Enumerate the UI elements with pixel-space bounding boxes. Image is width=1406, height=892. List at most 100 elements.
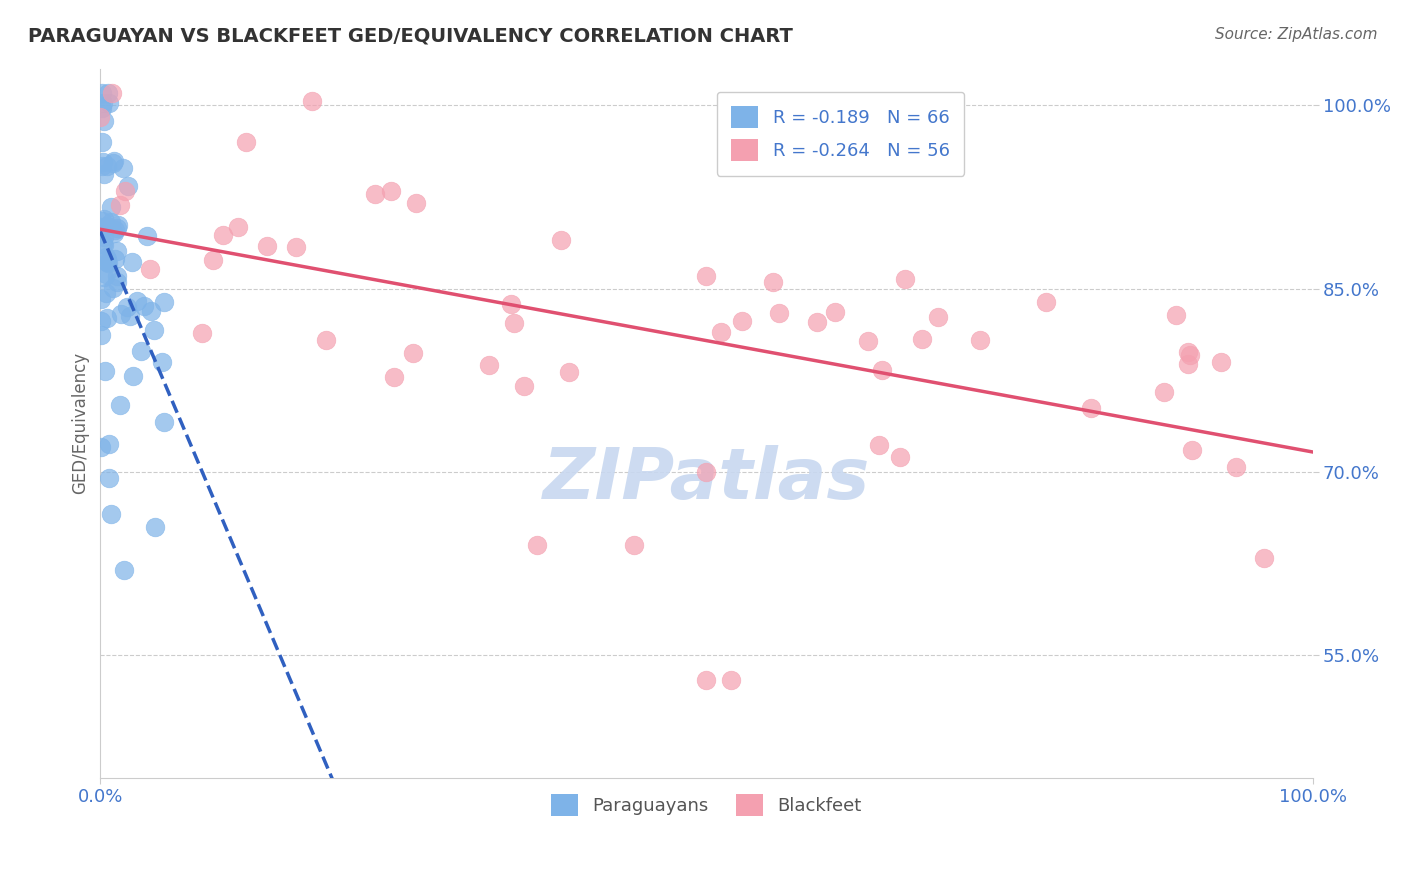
Point — [112, 563, 135, 577]
Point — [93, 364, 115, 378]
Point — [478, 358, 501, 372]
Point — [97, 96, 120, 111]
Point — [100, 215, 122, 229]
Point — [97, 86, 120, 100]
Point — [94, 251, 117, 265]
Point — [93, 167, 115, 181]
Point — [89, 111, 111, 125]
Point — [202, 253, 225, 268]
Point — [212, 227, 235, 242]
Point — [90, 327, 112, 342]
Point — [720, 673, 742, 687]
Point — [1181, 442, 1204, 457]
Point — [872, 363, 894, 377]
Point — [143, 323, 166, 337]
Point — [1225, 460, 1247, 475]
Point — [117, 178, 139, 193]
Point — [364, 186, 387, 201]
Point — [285, 240, 308, 254]
Point — [501, 297, 523, 311]
Point — [100, 86, 122, 100]
Point — [93, 155, 115, 169]
Point — [101, 156, 124, 170]
Point — [695, 465, 717, 479]
Point — [143, 520, 166, 534]
Text: ZIPatlas: ZIPatlas — [543, 445, 870, 515]
Point — [315, 333, 337, 347]
Point — [105, 268, 128, 283]
Point — [104, 252, 127, 266]
Point — [90, 292, 112, 306]
Point — [90, 159, 112, 173]
Point — [96, 219, 118, 234]
Point — [98, 437, 121, 451]
Point — [824, 305, 846, 319]
Point — [889, 450, 911, 464]
Point — [1253, 550, 1275, 565]
Point — [105, 244, 128, 259]
Point — [256, 238, 278, 252]
Point — [120, 309, 142, 323]
Point — [235, 135, 257, 149]
Point — [550, 233, 572, 247]
Point — [969, 334, 991, 348]
Point — [105, 275, 128, 289]
Point — [380, 184, 402, 198]
Point — [526, 538, 548, 552]
Point — [103, 222, 125, 236]
Point — [93, 211, 115, 226]
Point — [125, 293, 148, 308]
Point — [100, 507, 122, 521]
Point — [96, 256, 118, 270]
Point — [762, 275, 785, 289]
Point — [103, 281, 125, 295]
Point — [132, 299, 155, 313]
Point — [1178, 348, 1201, 362]
Point — [191, 326, 214, 341]
Point — [856, 334, 879, 348]
Point — [893, 272, 915, 286]
Point — [139, 262, 162, 277]
Point — [103, 153, 125, 168]
Point — [1177, 357, 1199, 371]
Point — [111, 161, 134, 175]
Point — [1080, 401, 1102, 415]
Point — [405, 196, 427, 211]
Point — [103, 226, 125, 240]
Point — [768, 306, 790, 320]
Point — [91, 213, 114, 227]
Point — [96, 255, 118, 269]
Point — [731, 314, 754, 328]
Point — [150, 355, 173, 369]
Point — [226, 219, 249, 234]
Point — [108, 398, 131, 412]
Point — [100, 200, 122, 214]
Point — [121, 369, 143, 384]
Point — [107, 218, 129, 232]
Point — [1164, 308, 1187, 322]
Point — [93, 238, 115, 252]
Point — [93, 114, 115, 128]
Point — [402, 345, 425, 359]
Y-axis label: GED/Equivalency: GED/Equivalency — [72, 352, 89, 494]
Point — [121, 255, 143, 269]
Point — [90, 101, 112, 115]
Point — [96, 159, 118, 173]
Text: Source: ZipAtlas.com: Source: ZipAtlas.com — [1215, 27, 1378, 42]
Point — [153, 295, 176, 310]
Point — [97, 471, 120, 485]
Point — [93, 229, 115, 244]
Point — [1177, 345, 1199, 359]
Point — [1035, 294, 1057, 309]
Point — [301, 94, 323, 108]
Point — [512, 379, 534, 393]
Point — [695, 673, 717, 687]
Point — [90, 314, 112, 328]
Text: PARAGUAYAN VS BLACKFEET GED/EQUIVALENCY CORRELATION CHART: PARAGUAYAN VS BLACKFEET GED/EQUIVALENCY … — [28, 27, 793, 45]
Point — [117, 300, 139, 314]
Point — [96, 311, 118, 326]
Point — [710, 325, 733, 339]
Point — [105, 221, 128, 235]
Point — [91, 86, 114, 100]
Point — [558, 365, 581, 379]
